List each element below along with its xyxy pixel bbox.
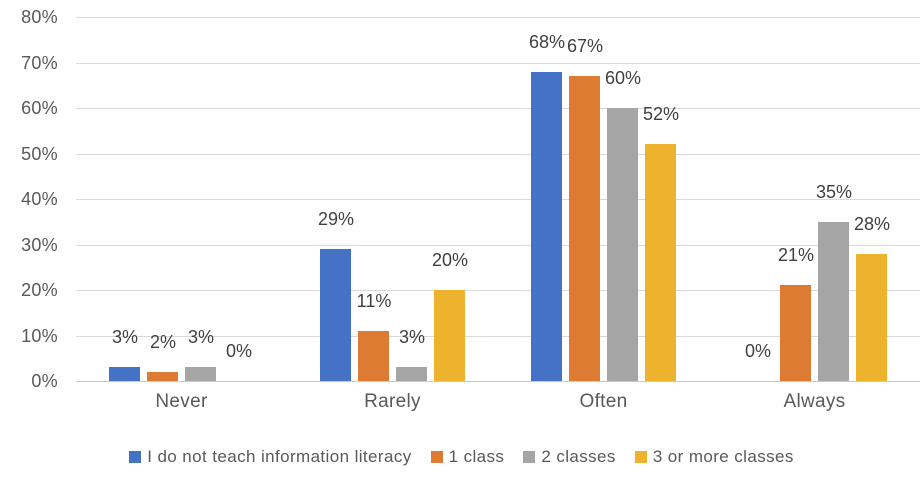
data-label: 68%	[528, 32, 566, 52]
y-axis-tick-label: 80%	[21, 7, 58, 27]
legend-item: 1 class	[430, 447, 505, 467]
legend-item-label: 3 or more classes	[652, 447, 794, 466]
legend-swatch	[634, 451, 647, 463]
bar	[396, 367, 427, 381]
x-axis-line	[76, 381, 920, 382]
data-label: 0%	[744, 341, 771, 361]
gridline	[76, 63, 920, 64]
bar	[645, 144, 676, 381]
y-axis-tick-label: 70%	[21, 53, 58, 73]
legend-swatch	[129, 451, 142, 463]
bar	[109, 367, 140, 381]
x-axis-category-label: Rarely	[364, 391, 421, 412]
y-axis-tick-label: 60%	[21, 98, 58, 118]
data-label: 28%	[853, 214, 891, 234]
gridline	[76, 336, 920, 337]
gridline	[76, 17, 920, 18]
legend-swatch	[523, 451, 536, 463]
gridline	[76, 154, 920, 155]
data-label: 3%	[398, 327, 425, 347]
bar	[856, 254, 887, 381]
x-axis-category-label: Often	[579, 391, 628, 412]
y-axis-tick-label: 30%	[21, 235, 58, 255]
bar	[358, 331, 389, 381]
data-label: 60%	[604, 68, 642, 88]
y-axis-tick-label: 50%	[21, 144, 58, 164]
legend-item: 3 or more classes	[634, 447, 794, 467]
bar	[185, 367, 216, 381]
data-label: 3%	[111, 327, 138, 347]
bar	[531, 72, 562, 381]
gridline	[76, 199, 920, 200]
data-label: 0%	[225, 341, 252, 361]
data-label: 29%	[317, 209, 355, 229]
legend-item: I do not teach information literacy	[129, 447, 411, 467]
gridline	[76, 245, 920, 246]
data-label: 67%	[566, 36, 604, 56]
legend-item-label: I do not teach information literacy	[147, 447, 412, 466]
bar	[569, 76, 600, 381]
gridline	[76, 290, 920, 291]
legend-swatch	[430, 451, 443, 463]
data-label: 35%	[815, 182, 853, 202]
x-axis-category-label: Always	[783, 391, 846, 412]
y-axis-tick-label: 40%	[21, 189, 58, 209]
bar	[780, 285, 811, 381]
data-label: 21%	[777, 245, 815, 265]
legend-item-label: 2 classes	[541, 447, 616, 466]
data-label: 52%	[642, 104, 680, 124]
legend-item: 2 classes	[523, 447, 615, 467]
bar	[320, 249, 351, 381]
data-label: 2%	[149, 332, 176, 352]
bar	[607, 108, 638, 381]
data-label: 3%	[187, 327, 214, 347]
legend-item-label: 1 class	[448, 447, 505, 466]
y-axis-tick-label: 0%	[31, 371, 58, 391]
data-label: 11%	[356, 291, 392, 311]
bar	[147, 372, 178, 381]
y-axis-tick-label: 10%	[21, 326, 58, 346]
bar	[818, 222, 849, 381]
bar	[434, 290, 465, 381]
y-axis-tick-label: 20%	[21, 280, 58, 300]
gridline	[76, 108, 920, 109]
x-axis-category-label: Never	[155, 391, 208, 412]
data-label: 20%	[431, 250, 469, 270]
legend: I do not teach information literacy 1 cla…	[0, 447, 923, 467]
